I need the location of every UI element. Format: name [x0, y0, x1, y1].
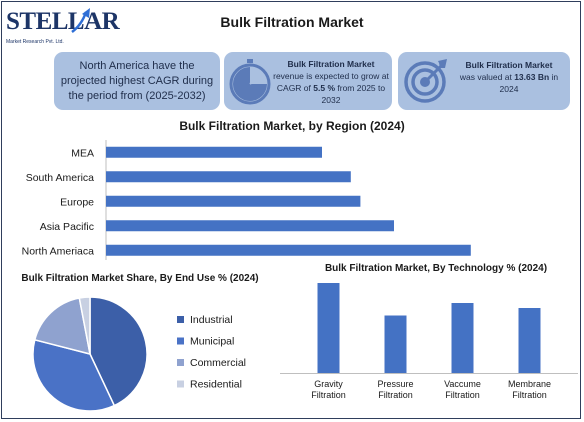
logo-arrow-icon [71, 8, 90, 33]
info-box-cagr-region: North America have the projected highest… [54, 52, 220, 110]
logo-wordmark: STELLAR [6, 8, 120, 35]
info-box-market-value: Bulk Filtration Market was valued at 13.6… [398, 52, 570, 110]
bar-pressure-filtration [384, 315, 407, 373]
category-label-asia-pacific: Asia Pacific [40, 221, 94, 233]
stellar-logo: STELLAR Market Research Pvt. Ltd. [6, 6, 120, 50]
bar-membrane-filtration [518, 308, 541, 373]
page-title: Bulk Filtration Market [220, 14, 364, 30]
category-label-vaccume-filtration: Vaccume Filtration [444, 379, 481, 400]
gauge-icon [229, 59, 271, 105]
legend-label-industrial: Industrial [190, 314, 233, 326]
logo-subtitle: Market Research Pvt. Ltd. [6, 39, 64, 45]
category-label-north-ameriaca: North Ameriaca [22, 245, 95, 257]
category-label-mea: MEA [71, 147, 94, 159]
bar-gravity-filtration [317, 283, 340, 373]
legend-label-residential: Residential [190, 379, 242, 391]
pie-slice-residential [78, 296, 91, 355]
info-box-cagr: Bulk Filtration Market revenue is expecte… [224, 52, 392, 110]
bar-mea [106, 146, 322, 158]
technology-chart-title: Bulk Filtration Market, By Technology % … [324, 263, 548, 274]
target-icon [404, 59, 447, 103]
legend-swatch-commercial [177, 359, 184, 366]
legend-swatch-municipal [177, 337, 184, 345]
market-value: 13.63 Bn [514, 72, 550, 82]
bar-asia-pacific [106, 220, 394, 232]
category-label-pressure-filtration: Pressure Filtration [377, 379, 413, 400]
legend-label-municipal: Municipal [190, 336, 234, 348]
category-label-south-america: South America [26, 172, 94, 184]
pie-slice-industrial [89, 296, 148, 407]
info-box-text: Bulk Filtration Market was valued at 13.6… [450, 59, 568, 95]
pie-slice-commercial [33, 297, 91, 356]
end-use-pie-chart: Industrial Municipal Commercial Residential [32, 296, 246, 412]
info-box-text: Bulk Filtration Market revenue is expecte… [270, 58, 392, 106]
bar-europe [106, 195, 361, 207]
category-label-membrane-filtration: Membrane Filtration [508, 379, 551, 400]
region-bar-chart: MEA South America Europe Asia Pacific North … [22, 140, 471, 260]
bar-south-america [106, 171, 351, 183]
category-label-gravity-filtration: Gravity Filtration [311, 379, 346, 400]
bar-vaccume-filtration [451, 303, 474, 373]
bar-north-ameriaca [106, 244, 471, 256]
pie-slice-municipal [32, 338, 116, 412]
cagr-value: 5.5 % [313, 83, 336, 93]
technology-bar-chart: Gravity Filtration Pressure Filtration Vaccu… [280, 283, 578, 400]
legend-swatch-industrial [177, 316, 184, 323]
legend-label-commercial: Commercial [190, 357, 246, 369]
info-box-heading: Bulk Filtration Market [287, 59, 375, 69]
end-use-chart-title: Bulk Filtration Market Share, By End Use… [21, 273, 259, 284]
info-box-heading: Bulk Filtration Market [465, 60, 553, 70]
legend-swatch-residential [177, 380, 184, 388]
region-chart-title: Bulk Filtration Market, by Region (2024) [179, 119, 405, 133]
category-label-europe: Europe [60, 196, 94, 208]
info-box-text: North America have the projected highest… [60, 59, 214, 102]
